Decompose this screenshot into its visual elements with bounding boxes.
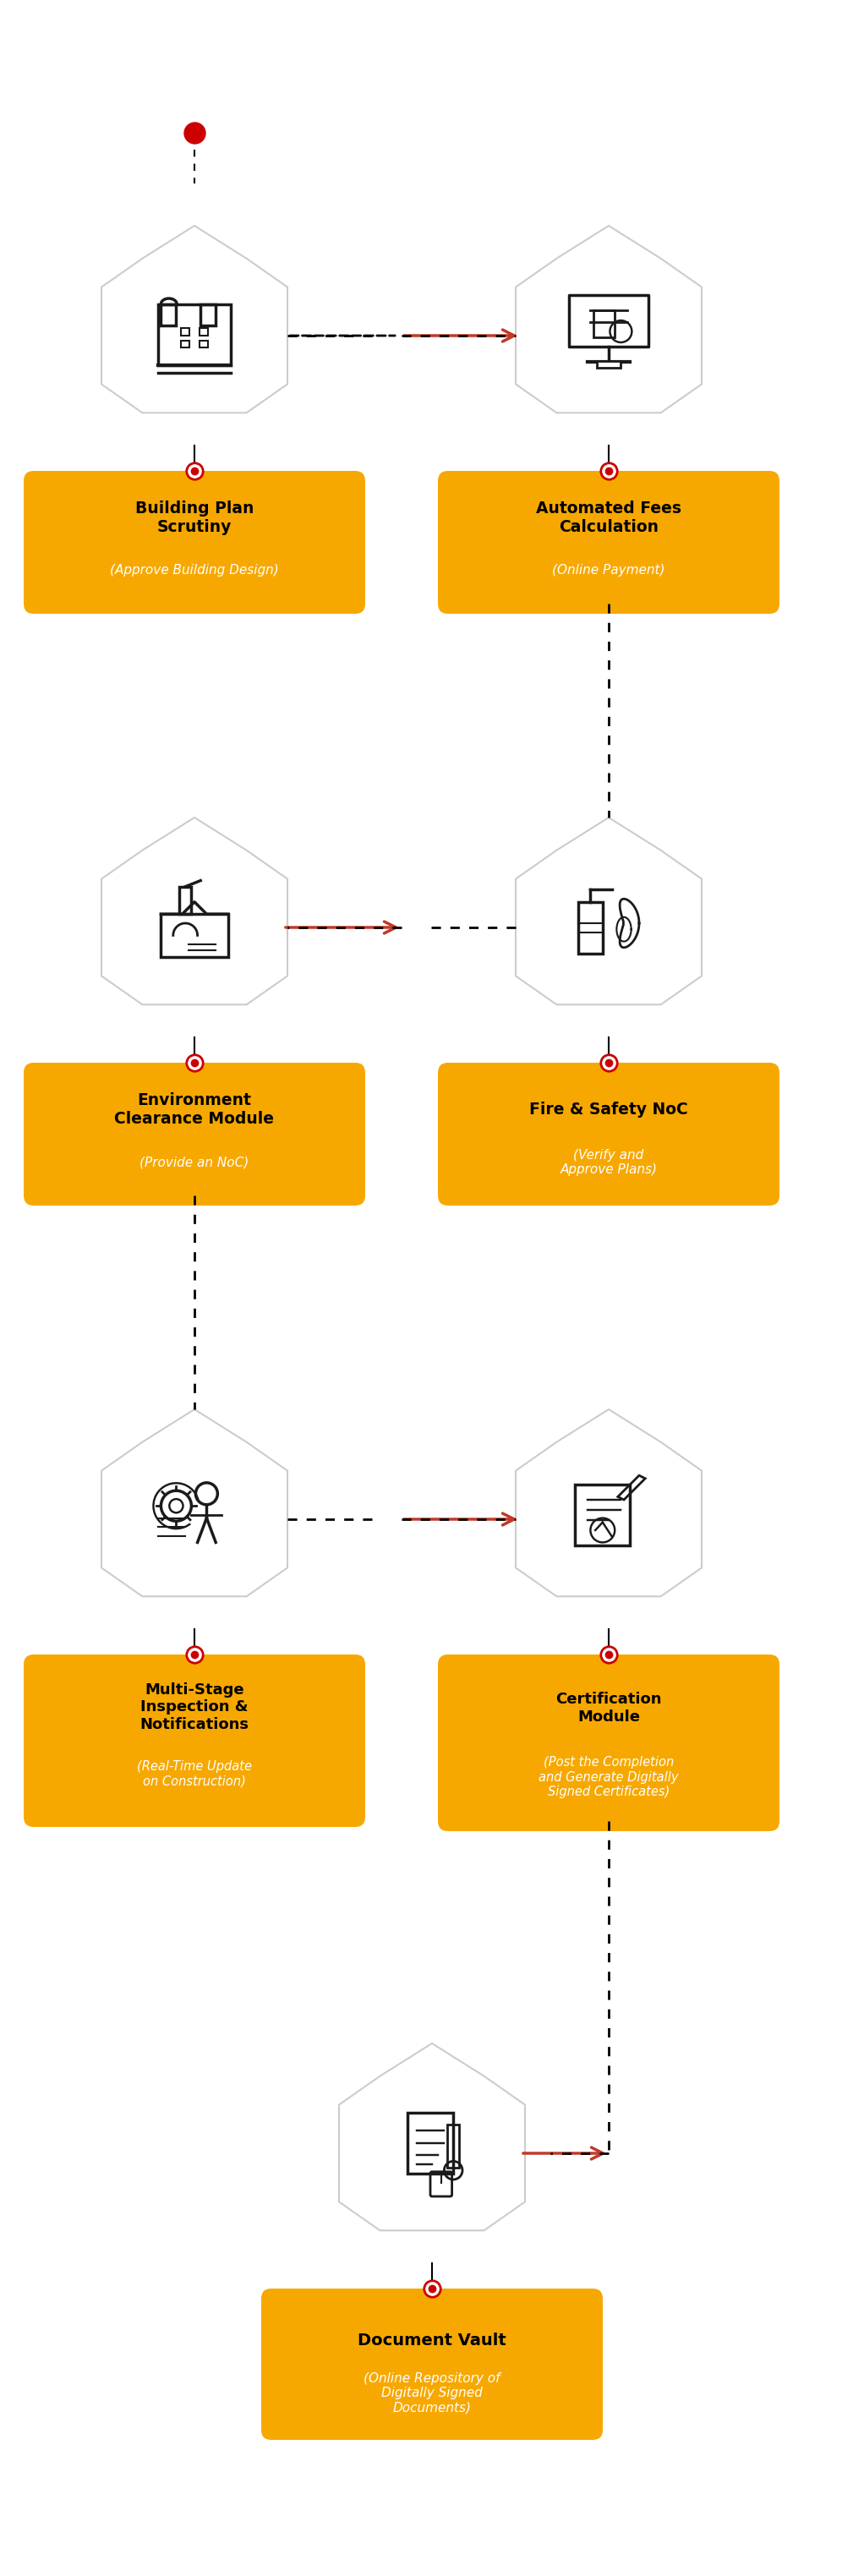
Text: (Approve Building Design): (Approve Building Design) — [110, 564, 279, 577]
Text: Fire & Safety NoC: Fire & Safety NoC — [530, 1103, 688, 1118]
Bar — [569, 294, 648, 348]
Text: Environment
Clearance Module: Environment Clearance Module — [115, 1092, 275, 1126]
Text: Multi-Stage
Inspection &
Notifications: Multi-Stage Inspection & Notifications — [140, 1682, 249, 1734]
Polygon shape — [339, 2043, 525, 2231]
FancyBboxPatch shape — [23, 1654, 365, 1826]
Bar — [408, 2112, 454, 2174]
Bar — [200, 327, 208, 335]
Bar — [179, 886, 192, 914]
Text: Certification
Module: Certification Module — [556, 1692, 662, 1726]
Text: Building Plan
Scrutiny: Building Plan Scrutiny — [135, 500, 254, 536]
Polygon shape — [516, 817, 702, 1005]
FancyBboxPatch shape — [438, 1064, 779, 1206]
Bar — [161, 914, 228, 956]
Text: Automated Fees
Calculation: Automated Fees Calculation — [536, 500, 682, 536]
Polygon shape — [516, 227, 702, 412]
Text: (Provide an NoC): (Provide an NoC) — [140, 1157, 249, 1170]
Polygon shape — [101, 227, 288, 412]
Bar — [200, 340, 208, 348]
Text: (Online Payment): (Online Payment) — [552, 564, 665, 577]
FancyBboxPatch shape — [261, 2287, 603, 2439]
Polygon shape — [101, 1409, 288, 1597]
Bar — [181, 340, 189, 348]
Bar — [578, 902, 602, 953]
Bar — [181, 327, 189, 335]
FancyBboxPatch shape — [438, 471, 779, 613]
Bar — [158, 304, 231, 366]
FancyBboxPatch shape — [438, 1654, 779, 1832]
Text: (Online Repository of
Digitally Signed
Documents): (Online Repository of Digitally Signed D… — [364, 2372, 500, 2414]
Bar — [594, 309, 615, 337]
Bar — [575, 1484, 630, 1546]
FancyBboxPatch shape — [23, 471, 365, 613]
Text: Document Vault: Document Vault — [358, 2334, 506, 2349]
Bar — [448, 2125, 460, 2166]
FancyBboxPatch shape — [23, 1064, 365, 1206]
Text: (Verify and
Approve Plans): (Verify and Approve Plans) — [560, 1149, 658, 1177]
Text: (Real-Time Update
on Construction): (Real-Time Update on Construction) — [137, 1759, 252, 1788]
Bar — [596, 361, 621, 368]
Bar — [200, 304, 216, 325]
Polygon shape — [101, 817, 288, 1005]
Text: (Post the Completion
and Generate Digitally
Signed Certificates): (Post the Completion and Generate Digita… — [539, 1757, 678, 1798]
Bar — [161, 304, 176, 325]
Polygon shape — [516, 1409, 702, 1597]
